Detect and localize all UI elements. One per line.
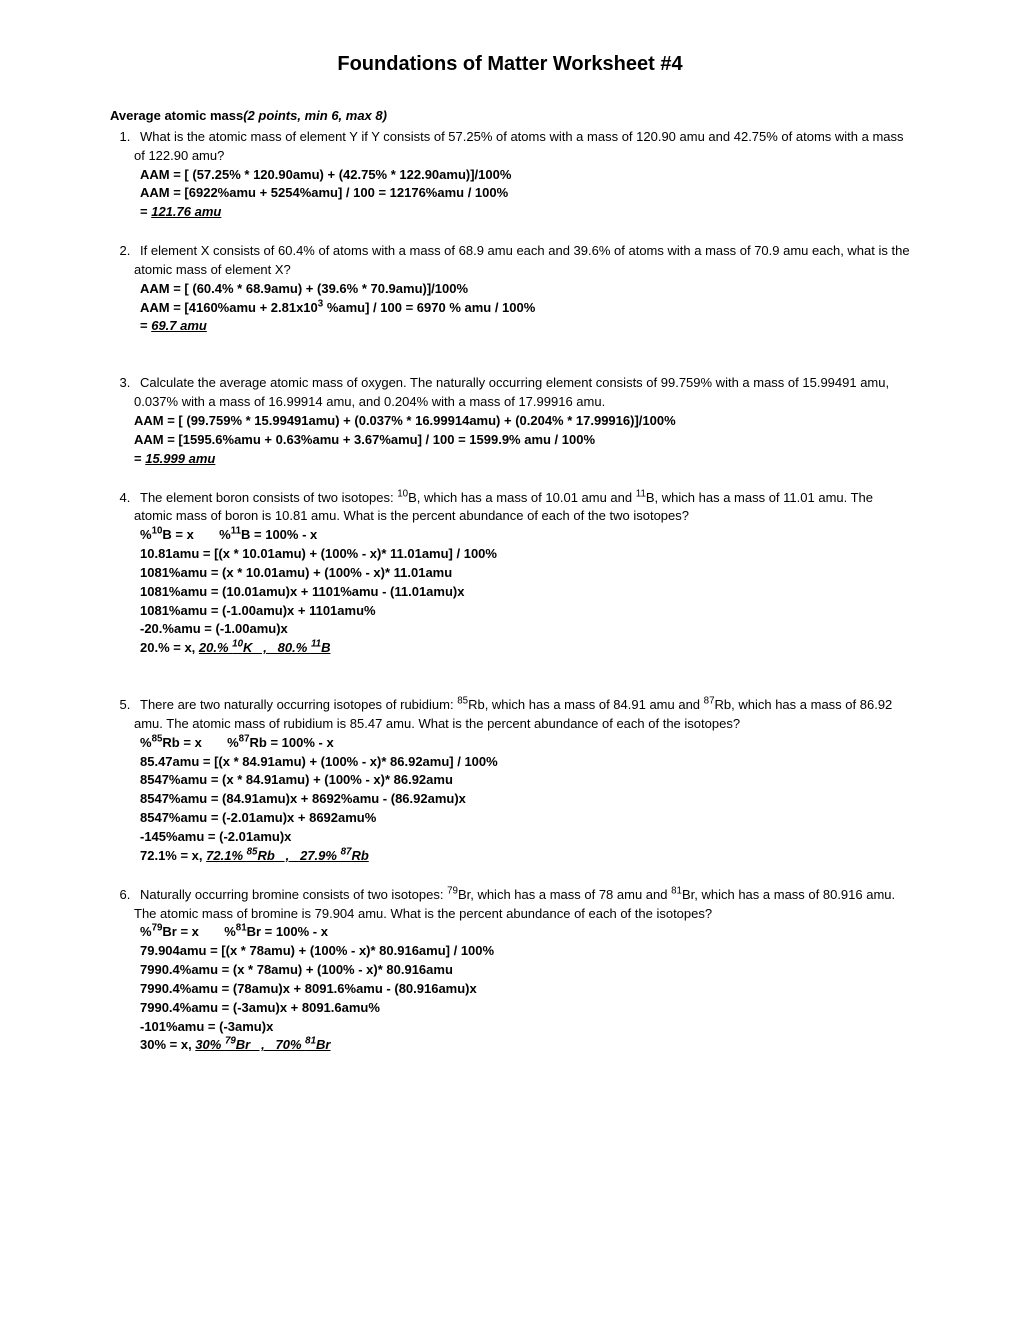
q6-vars: %79Br = x %81Br = 100% - x (140, 923, 910, 942)
question-2: If element X consists of 60.4% of atoms … (134, 242, 910, 354)
q1-text: What is the atomic mass of element Y if … (134, 129, 904, 163)
q6-line5: 7990.4%amu = (-3amu)x + 8091.6amu% (140, 999, 910, 1018)
q4-line7: 20.% = x, 20.% 10K , 80.% 11B (140, 639, 910, 658)
q2-line3: = 69.7 amu (140, 317, 910, 336)
q4-line6: -20.%amu = (-1.00amu)x (140, 620, 910, 639)
q2-final: 69.7 amu (151, 318, 207, 333)
question-3: Calculate the average atomic mass of oxy… (134, 374, 910, 468)
q4-line3: 1081%amu = (x * 10.01amu) + (100% - x)* … (140, 564, 910, 583)
q4-vars: %10B = x %11B = 100% - x (140, 526, 910, 545)
q5-line6: -145%amu = (-2.01amu)x (140, 828, 910, 847)
q6-text: Naturally occurring bromine consists of … (134, 887, 895, 921)
q5-line2: 85.47amu = [(x * 84.91amu) + (100% - x)*… (140, 753, 910, 772)
question-6: Naturally occurring bromine consists of … (134, 886, 910, 1056)
q2-line1: AAM = [ (60.4% * 68.9amu) + (39.6% * 70.… (140, 280, 910, 299)
question-4: The element boron consists of two isotop… (134, 489, 910, 677)
q4-final: 20.% 10K , 80.% 11B (199, 640, 331, 655)
q3-line1: AAM = [ (99.759% * 15.99491amu) + (0.037… (134, 412, 910, 431)
q6-line4: 7990.4%amu = (78amu)x + 8091.6%amu - (80… (140, 980, 910, 999)
q3-final: 15.999 amu (145, 451, 215, 466)
q5-line5: 8547%amu = (-2.01amu)x + 8692amu% (140, 809, 910, 828)
q3-line3: = 15.999 amu (134, 450, 910, 469)
q5-final: 72.1% 85Rb , 27.9% 87Rb (206, 848, 369, 863)
q3-text: Calculate the average atomic mass of oxy… (134, 375, 889, 409)
q5-vars: %85Rb = x %87Rb = 100% - x (140, 734, 910, 753)
q4-line2: 10.81amu = [(x * 10.01amu) + (100% - x)*… (140, 545, 910, 564)
page-title: Foundations of Matter Worksheet #4 (110, 50, 910, 79)
q5-line3: 8547%amu = (x * 84.91amu) + (100% - x)* … (140, 771, 910, 790)
q1-line3: = 121.76 amu (140, 203, 910, 222)
question-list: What is the atomic mass of element Y if … (110, 128, 910, 1055)
section-heading: Average atomic mass(2 points, min 6, max… (110, 107, 910, 126)
q5-line4: 8547%amu = (84.91amu)x + 8692%amu - (86.… (140, 790, 910, 809)
question-5: There are two naturally occurring isotop… (134, 696, 910, 866)
section-label: Average atomic mass (110, 108, 243, 123)
q6-line7: 30% = x, 30% 79Br , 70% 81Br (140, 1036, 910, 1055)
q1-final: 121.76 amu (151, 204, 221, 219)
q5-text: There are two naturally occurring isotop… (134, 697, 892, 731)
q3-line2: AAM = [1595.6%amu + 0.63%amu + 3.67%amu]… (134, 431, 910, 450)
q4-line4: 1081%amu = (10.01amu)x + 1101%amu - (11.… (140, 583, 910, 602)
section-points: (2 points, min 6, max 8) (243, 108, 387, 123)
question-1: What is the atomic mass of element Y if … (134, 128, 910, 222)
q6-line6: -101%amu = (-3amu)x (140, 1018, 910, 1037)
q2-text: If element X consists of 60.4% of atoms … (134, 243, 910, 277)
q6-final: 30% 79Br , 70% 81Br (195, 1037, 330, 1052)
q6-line3: 7990.4%amu = (x * 78amu) + (100% - x)* 8… (140, 961, 910, 980)
q2-line2: AAM = [4160%amu + 2.81x103 %amu] / 100 =… (140, 299, 910, 318)
q5-line7: 72.1% = x, 72.1% 85Rb , 27.9% 87Rb (140, 847, 910, 866)
q1-line1: AAM = [ (57.25% * 120.90amu) + (42.75% *… (140, 166, 910, 185)
q6-line2: 79.904amu = [(x * 78amu) + (100% - x)* 8… (140, 942, 910, 961)
q1-line2: AAM = [6922%amu + 5254%amu] / 100 = 1217… (140, 184, 910, 203)
q4-line5: 1081%amu = (-1.00amu)x + 1101amu% (140, 602, 910, 621)
q4-text: The element boron consists of two isotop… (134, 490, 873, 524)
